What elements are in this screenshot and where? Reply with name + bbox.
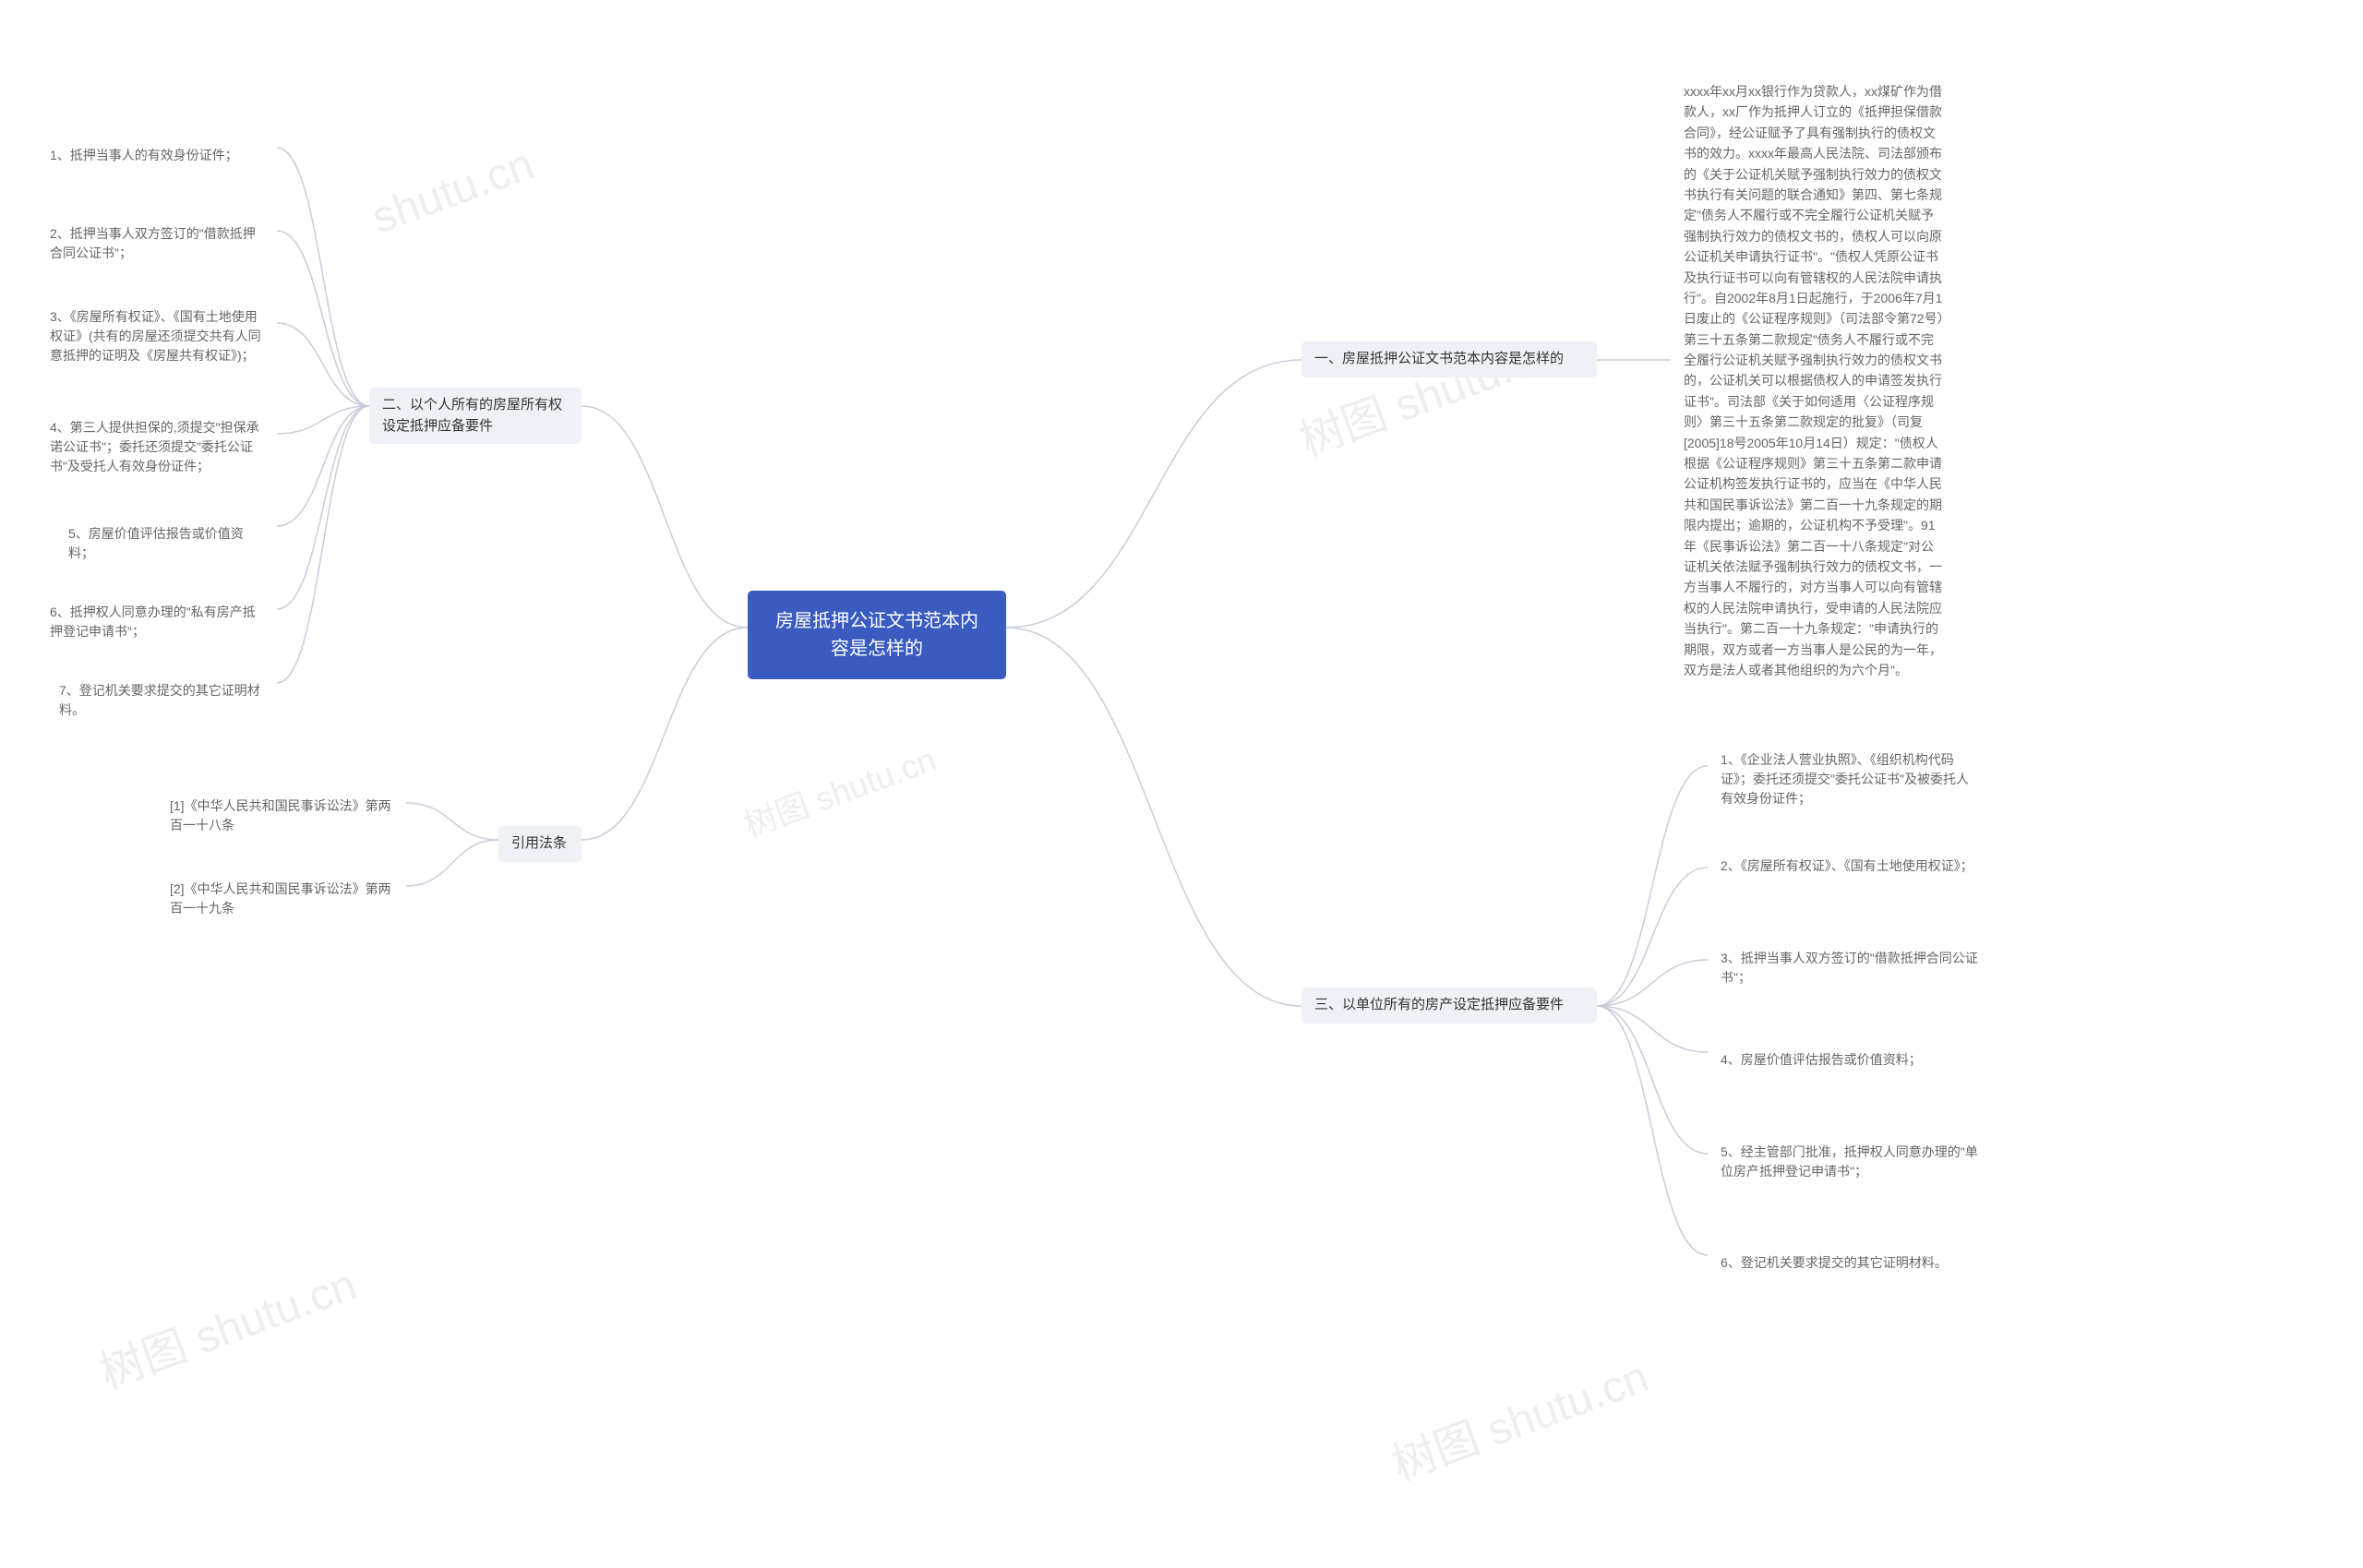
leaf-left-2-5: 5、房屋价值评估报告或价值资料； <box>55 517 277 570</box>
leaf-right-1-1: xxxx年xx月xx银行作为贷款人，xx煤矿作为借款人，xx厂作为抵押人订立的《… <box>1671 74 1957 688</box>
leaf-text: 6、登记机关要求提交的其它证明材料。 <box>1721 1255 1948 1270</box>
leaf-text: 3、《房屋所有权证》、《国有土地使用权证》(共有的房屋还须提交共有人同意抵押的证… <box>50 309 261 363</box>
connector-layer <box>0 0 2363 1568</box>
leaf-left-2-6: 6、抵押权人同意办理的"私有房产抵押登记申请书"； <box>37 595 277 649</box>
leaf-text: 3、抵押当事人双方签订的"借款抵押合同公证书"； <box>1721 951 1978 985</box>
branch-label: 二、以个人所有的房屋所有权设定抵押应备要件 <box>382 397 562 434</box>
leaf-text: 4、房屋价值评估报告或价值资料； <box>1721 1052 1922 1067</box>
watermark: 树图 shutu.cn <box>1289 316 1564 468</box>
leaf-refs-1: [1]《中华人民共和国民事诉讼法》第两百一十八条 <box>157 789 406 843</box>
leaf-left-2-2: 2、抵押当事人双方签订的"借款抵押合同公证书"； <box>37 217 277 270</box>
leaf-refs-2: [2]《中华人民共和国民事诉讼法》第两百一十九条 <box>157 872 406 926</box>
leaf-left-2-1: 1、抵押当事人的有效身份证件； <box>37 138 277 173</box>
leaf-right-3-6: 6、登记机关要求提交的其它证明材料。 <box>1708 1246 1961 1280</box>
leaf-right-3-3: 3、抵押当事人双方签订的"借款抵押合同公证书"； <box>1708 941 1994 995</box>
leaf-text: 7、登记机关要求提交的其它证明材料。 <box>59 683 260 717</box>
leaf-right-3-4: 4、房屋价值评估报告或价值资料； <box>1708 1043 1935 1077</box>
leaf-text: [1]《中华人民共和国民事诉讼法》第两百一十八条 <box>170 798 391 832</box>
leaf-text: 4、第三人提供担保的,须提交"担保承诺公证书"；委托还须提交"委托公证书"及受托… <box>50 420 259 473</box>
leaf-left-2-7: 7、登记机关要求提交的其它证明材料。 <box>46 674 277 727</box>
leaf-text: 2、抵押当事人双方签订的"借款抵押合同公证书"； <box>50 226 256 260</box>
branch-right-1: 一、房屋抵押公证文书范本内容是怎样的 <box>1301 341 1597 377</box>
root-node: 房屋抵押公证文书范本内容是怎样的 <box>748 591 1006 679</box>
leaf-text: [2]《中华人民共和国民事诉讼法》第两百一十九条 <box>170 881 391 916</box>
leaf-text: 1、《企业法人营业执照》、《组织机构代码证》；委托还须提交"委托公证书"及被委托… <box>1721 752 1969 806</box>
branch-label: 一、房屋抵押公证文书范本内容是怎样的 <box>1314 351 1564 366</box>
leaf-right-3-2: 2、《房屋所有权证》、《国有土地使用权证》； <box>1708 849 1986 883</box>
branch-right-3: 三、以单位所有的房产设定抵押应备要件 <box>1301 987 1597 1023</box>
watermark: 树图 shutu.cn <box>1382 1340 1656 1492</box>
leaf-right-3-1: 1、《企业法人营业执照》、《组织机构代码证》；委托还须提交"委托公证书"及被委托… <box>1708 743 1994 816</box>
leaf-text: xxxx年xx月xx银行作为贷款人，xx煤矿作为借款人，xx厂作为抵押人订立的《… <box>1684 84 1944 677</box>
leaf-right-3-5: 5、经主管部门批准，抵押权人同意办理的"单位房产抵押登记申请书"； <box>1708 1135 1994 1189</box>
watermark: shutu.cn <box>366 139 540 245</box>
leaf-text: 1、抵押当事人的有效身份证件； <box>50 148 238 162</box>
watermark: 树图 shutu.cn <box>90 1248 364 1400</box>
leaf-text: 2、《房屋所有权证》、《国有土地使用权证》； <box>1721 858 1973 873</box>
branch-label: 三、以单位所有的房产设定抵押应备要件 <box>1314 997 1564 1012</box>
watermark: 树图 shutu.cn <box>737 733 942 846</box>
branch-left-refs: 引用法条 <box>498 826 582 862</box>
leaf-text: 6、抵押权人同意办理的"私有房产抵押登记申请书"； <box>50 604 256 639</box>
leaf-text: 5、房屋价值评估报告或价值资料； <box>68 526 244 560</box>
branch-left-2: 二、以个人所有的房屋所有权设定抵押应备要件 <box>369 388 582 444</box>
branch-label: 引用法条 <box>511 835 567 851</box>
root-label: 房屋抵押公证文书范本内容是怎样的 <box>775 611 978 659</box>
leaf-text: 5、经主管部门批准，抵押权人同意办理的"单位房产抵押登记申请书"； <box>1721 1144 1978 1179</box>
leaf-left-2-3: 3、《房屋所有权证》、《国有土地使用权证》(共有的房屋还须提交共有人同意抵押的证… <box>37 300 277 373</box>
leaf-left-2-4: 4、第三人提供担保的,须提交"担保承诺公证书"；委托还须提交"委托公证书"及受托… <box>37 411 277 484</box>
